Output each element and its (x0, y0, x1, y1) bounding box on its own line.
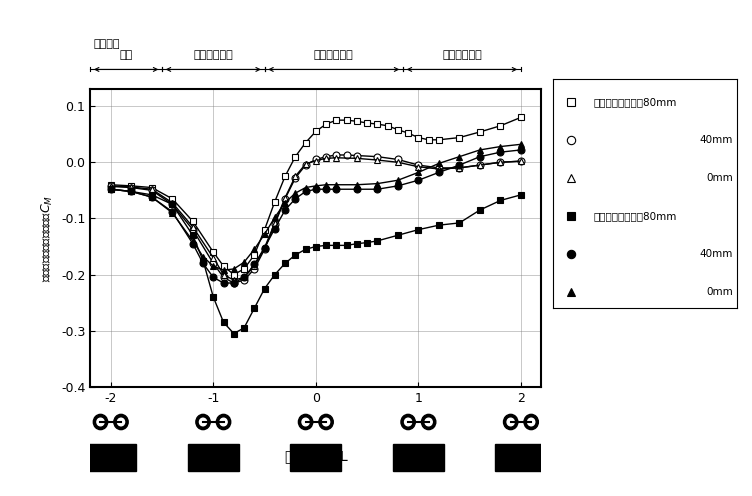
Bar (290, 444, 341, 471)
Ellipse shape (117, 418, 125, 426)
Ellipse shape (405, 418, 412, 426)
Y-axis label: 片揺れモーメント係数　$C_M$: 片揺れモーメント係数 $C_M$ (41, 194, 56, 282)
Text: 追い抜き途中: 追い抜き途中 (314, 51, 353, 61)
Ellipse shape (299, 414, 313, 430)
Ellipse shape (528, 418, 535, 426)
Text: 0mm: 0mm (707, 173, 733, 183)
Ellipse shape (421, 414, 436, 430)
Text: 追い抜き: 追い抜き (94, 39, 120, 49)
Ellipse shape (504, 414, 518, 430)
Bar (85, 444, 136, 471)
Bar (496, 444, 547, 471)
Ellipse shape (401, 414, 415, 430)
Ellipse shape (425, 418, 432, 426)
Text: 大型バス　地上高80mm: 大型バス 地上高80mm (593, 97, 677, 107)
Ellipse shape (114, 414, 128, 430)
Ellipse shape (302, 418, 309, 426)
Ellipse shape (524, 414, 538, 430)
Ellipse shape (196, 414, 211, 430)
Ellipse shape (93, 414, 108, 430)
Text: 追い抜き後期: 追い抜き後期 (193, 51, 233, 61)
Bar (188, 444, 239, 471)
Ellipse shape (220, 418, 227, 426)
Text: 40mm: 40mm (700, 249, 733, 259)
Text: 追い抜き初期: 追い抜き初期 (442, 51, 482, 61)
Ellipse shape (507, 418, 514, 426)
Ellipse shape (323, 418, 329, 426)
Text: 普通ワゴン地上高80mm: 普通ワゴン地上高80mm (593, 211, 677, 221)
X-axis label: 前後間隔　X/L: 前後間隔 X/L (284, 449, 347, 463)
Text: 40mm: 40mm (700, 135, 733, 145)
Ellipse shape (319, 414, 333, 430)
Ellipse shape (217, 414, 231, 430)
Text: 0mm: 0mm (707, 287, 733, 297)
Bar (393, 444, 444, 471)
Ellipse shape (199, 418, 207, 426)
Text: 終了: 終了 (120, 51, 133, 61)
Ellipse shape (97, 418, 104, 426)
